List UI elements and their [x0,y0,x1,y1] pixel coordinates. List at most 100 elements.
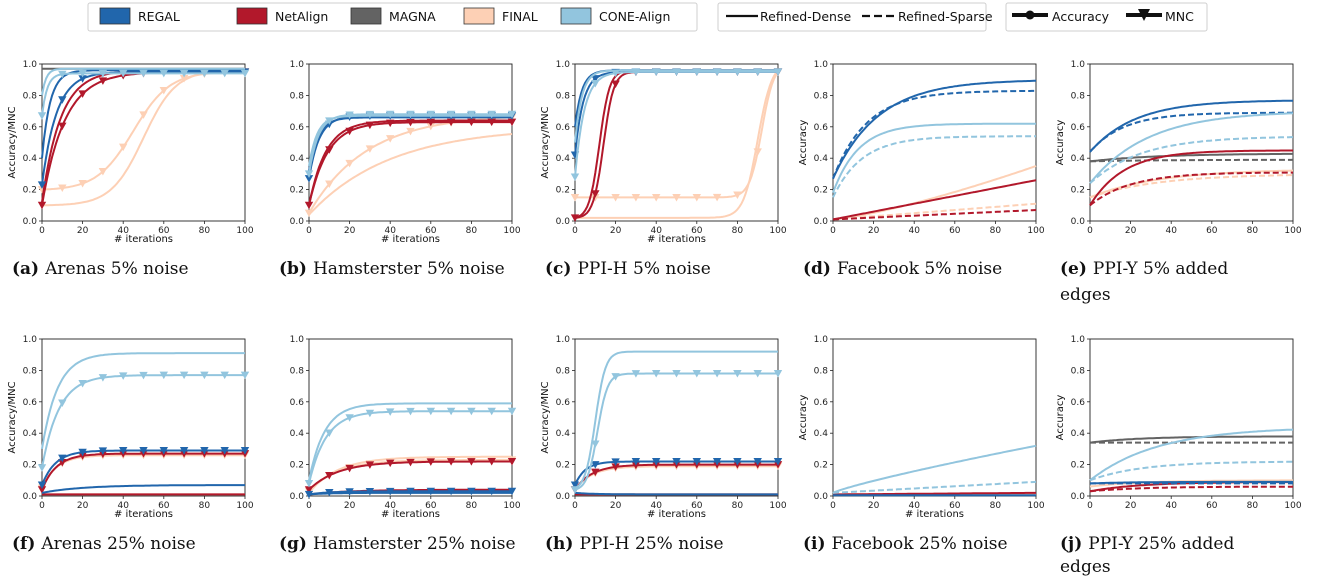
x-tick-label: 60 [949,501,961,511]
marker-netalign-mnc [426,458,435,466]
x-tick-label: 60 [425,226,437,236]
marker-cone-align-mnc [200,69,209,78]
legend-label-cone-align: CONE-Align [599,9,670,24]
y-tick-label: 0.2 [290,186,304,196]
x-tick-label: 20 [610,226,622,236]
x-tick-label: 40 [384,501,396,511]
marker-regal-mnc [325,488,334,497]
x-tick-label: 0 [1087,226,1093,236]
marker-cone-align-mnc [240,371,250,380]
caption-text: PPI-Y 25% added [1088,534,1234,554]
x-tick-label: 40 [908,501,920,511]
y-tick-label: 0.6 [814,123,829,133]
legend-label-magna: MAGNA [389,9,436,24]
y-tick-label: 0.2 [556,186,570,196]
marker-regal-mnc [37,481,47,490]
marker-final-mnc [692,193,701,202]
x-tick-label: 80 [1247,501,1259,511]
y-tick-label: 0.6 [1071,398,1086,408]
marker-cone-align-mnc [406,110,415,119]
marker-regal-mnc [733,457,742,466]
marker-cone-align-mnc [37,464,47,472]
y-tick-label: 0.8 [814,366,829,376]
y-tick-label: 0.2 [23,461,37,471]
marker-netalign-mnc [611,463,620,471]
y-axis-label: Accuracy/MNC [7,381,18,453]
series-final-dense-acc [832,165,1037,221]
marker-cone-align-mnc [365,110,375,119]
marker-regal-mnc [507,487,517,496]
marker-cone-align-mnc [733,68,742,76]
marker-cone-align-mnc [570,486,580,494]
series-final-dense-acc [308,133,513,216]
series-netalign-sparse-acc [1089,171,1293,207]
x-axis-label: # iterations [114,509,173,520]
caption-letter: (d) [803,259,831,279]
legend-label-netalign: NetAlign [275,9,328,24]
plot-area [308,338,513,497]
marker-netalign-mnc [631,461,641,470]
x-tick-label: 0 [39,226,45,236]
y-tick-label: 0.0 [1071,492,1086,502]
panel-j: 0 20 40 60 80 100 0.0 0.2 0.4 0.6 0.8 1.0 Accuracy (j… [1055,335,1302,577]
y-tick-label: 0.2 [1071,186,1085,196]
marker-cone-align-mnc [467,110,476,119]
x-tick-label: 100 [236,501,253,511]
caption: (a) Arenas 5% noise [12,259,189,279]
series-regal-sparse-acc [832,89,1036,179]
marker-cone-align-mnc [220,371,229,380]
marker-cone-align-mnc [446,110,456,119]
marker-cone-align-mnc [446,407,456,416]
x-tick-label: 100 [769,501,786,511]
x-tick-label: 100 [1027,501,1044,511]
x-tick-label: 60 [691,501,703,511]
y-tick-label: 0.6 [290,123,305,133]
marker-cone-align-mnc [58,399,67,408]
marker-final-mnc [712,193,722,202]
series-cone-align-dense-acc [574,350,778,489]
y-tick-label: 0.2 [290,461,304,471]
x-tick-label: 0 [306,501,312,511]
caption: (b) Hamsterster 5% noise [279,259,505,279]
marker-cone-align-mnc [345,414,354,422]
x-tick-label: 100 [236,226,253,236]
y-tick-label: 0.4 [23,429,38,439]
caption: (e) PPI-Y 5% added [1060,259,1228,279]
marker-regal-mnc [179,446,189,455]
x-tick-label: 100 [1284,501,1301,511]
marker-regal-mnc [406,487,415,496]
series-netalign-sparse-acc [1089,485,1293,493]
y-tick-label: 0.0 [814,492,829,502]
caption-letter: (g) [279,534,307,554]
series-cone-align-dense-acc [41,352,245,450]
x-tick-label: 40 [117,226,129,236]
marker-regal-mnc [365,487,375,496]
series-magna-dense-acc [1089,152,1293,163]
caption-text: PPI-H 5% noise [577,259,710,279]
legend-box-metrics [1005,2,1208,32]
marker-cone-align-mnc [98,69,108,78]
x-tick-label: 60 [158,226,170,236]
x-axis-label: # iterations [905,509,964,520]
marker-regal-mnc [591,461,600,469]
marker-regal-mnc [78,448,87,457]
marker-cone-align-mnc [692,68,701,76]
y-tick-label: 0.8 [23,91,38,101]
x-tick-label: 20 [1125,226,1137,236]
marker-regal-mnc [345,488,354,496]
marker-regal-mnc [119,447,128,455]
marker-regal-mnc [386,487,395,496]
x-tick-label: 80 [732,226,744,236]
caption-line2: edges [1060,557,1111,577]
y-tick-label: 0.4 [1071,429,1086,439]
y-tick-label: 0.2 [1071,461,1085,471]
y-tick-label: 0.2 [814,186,828,196]
x-tick-label: 80 [990,501,1002,511]
legend-box-styles [717,2,987,32]
y-tick-label: 0.4 [290,154,305,164]
marker-cone-align-mnc [426,407,435,416]
marker-regal-mnc [200,446,209,455]
series-final-sparse-acc [1089,174,1293,199]
series-netalign-sparse-acc [832,209,1037,221]
y-axis-label: Accuracy/MNC [7,106,18,178]
